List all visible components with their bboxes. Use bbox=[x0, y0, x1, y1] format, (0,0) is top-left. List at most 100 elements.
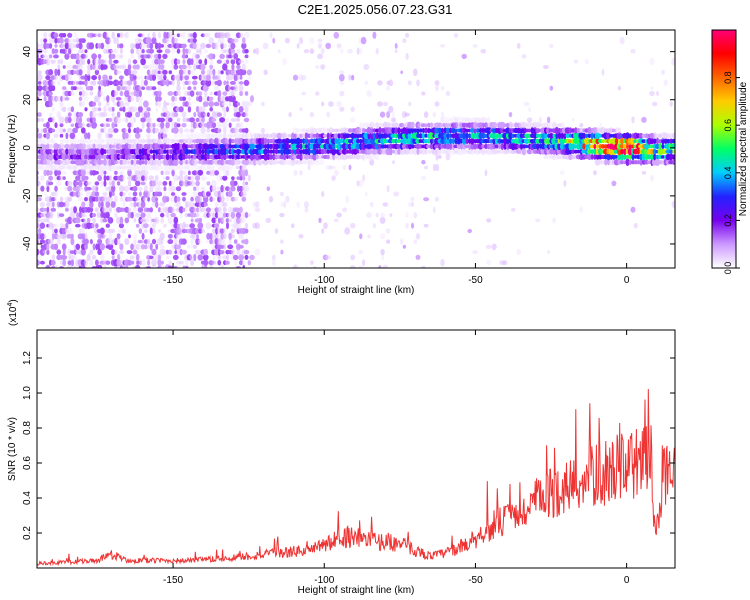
spectrogram-cell bbox=[211, 217, 217, 224]
spectrogram-cell bbox=[428, 132, 435, 140]
spectrogram-cell bbox=[499, 121, 506, 129]
spectrogram-cell bbox=[228, 91, 232, 96]
spectrogram-cell bbox=[405, 143, 409, 149]
spectrogram-cell bbox=[347, 48, 353, 54]
spectrogram-cell bbox=[135, 197, 141, 202]
spectrogram-cell bbox=[212, 254, 216, 261]
spectrogram-cell bbox=[492, 137, 497, 145]
spectrogram-cell bbox=[299, 170, 303, 176]
spectrogram-cell bbox=[135, 127, 140, 134]
spectrogram-cell bbox=[37, 248, 40, 256]
spectrogram-cell bbox=[37, 85, 43, 92]
spectrogram-cell bbox=[668, 160, 674, 165]
spectrogram-cell bbox=[81, 81, 86, 85]
spectrogram-cell bbox=[187, 48, 192, 54]
spectrogram-cell bbox=[206, 181, 211, 186]
spectrogram-cell bbox=[523, 101, 530, 107]
spectrogram-cell bbox=[75, 217, 81, 224]
spectrogram-cell bbox=[438, 142, 442, 150]
spectrogram-cell bbox=[615, 127, 619, 134]
spectrogram-cell bbox=[484, 117, 488, 122]
spectrogram-cell bbox=[78, 86, 83, 91]
spectrogram-cell bbox=[91, 254, 97, 260]
spectrogram-cell bbox=[152, 222, 156, 229]
spectrogram-cell bbox=[420, 175, 426, 181]
spectrogram-cell bbox=[392, 160, 395, 165]
spectrogram-cell bbox=[184, 179, 189, 187]
spectrogram-cell bbox=[64, 42, 70, 50]
spectrogram-cell bbox=[162, 127, 168, 134]
spectrogram-cell bbox=[174, 195, 178, 203]
spectrogram-cell bbox=[95, 186, 99, 191]
spectrogram-cell bbox=[157, 53, 162, 60]
spectrogram-y-tick-label: 20 bbox=[22, 94, 33, 106]
spectrogram-cell bbox=[53, 54, 59, 59]
spectrogram-cell bbox=[163, 100, 167, 108]
spectrogram-cell bbox=[669, 133, 674, 139]
spectrogram-cell bbox=[242, 264, 246, 268]
spectrogram-cell bbox=[247, 213, 251, 218]
spectrogram-cell bbox=[268, 196, 274, 203]
spectrogram-cell bbox=[546, 116, 551, 124]
spectrogram-cell bbox=[173, 122, 178, 129]
spectrogram-cell bbox=[103, 149, 107, 155]
spectrogram-cell bbox=[205, 79, 212, 87]
spectrogram-cell bbox=[105, 223, 111, 228]
spectrogram-cell bbox=[62, 106, 67, 113]
spectrogram-cell bbox=[568, 148, 573, 155]
spectrogram-cell bbox=[173, 158, 179, 166]
spectrogram-cell bbox=[127, 58, 132, 66]
spectrogram-cell bbox=[91, 75, 97, 81]
spectrogram-cell bbox=[485, 126, 492, 135]
spectrogram-cell bbox=[105, 211, 110, 219]
spectrogram-cell bbox=[206, 121, 211, 129]
spectrogram-cell bbox=[69, 132, 76, 140]
spectrogram-cell bbox=[200, 186, 206, 191]
spectrogram-cell bbox=[122, 118, 127, 122]
spectrogram-cell bbox=[54, 37, 58, 44]
spectrogram-cell bbox=[108, 58, 113, 65]
spectrogram-cell bbox=[133, 79, 137, 87]
spectrogram-cell bbox=[462, 132, 467, 140]
spectrogram-frame bbox=[36, 29, 676, 269]
spectrogram-cell bbox=[135, 47, 140, 55]
spectrogram-cell bbox=[631, 116, 635, 124]
spectrogram-cell bbox=[325, 255, 332, 260]
spectrogram-cell bbox=[424, 165, 429, 170]
spectrogram-cell bbox=[171, 121, 176, 129]
spectrogram-cell bbox=[432, 163, 436, 172]
spectrogram-cell bbox=[152, 123, 156, 128]
spectrogram-cell bbox=[440, 258, 445, 267]
spectrogram-cell bbox=[94, 207, 99, 213]
spectrogram-cell bbox=[241, 227, 247, 235]
spectrogram-cell bbox=[320, 132, 325, 139]
spectrogram-cell bbox=[230, 248, 235, 256]
spectrogram-cell bbox=[181, 54, 187, 59]
spectrogram-cell bbox=[209, 91, 213, 96]
spectrogram-cell bbox=[176, 142, 181, 150]
spectrogram-cell bbox=[109, 37, 112, 44]
spectrogram-cell bbox=[331, 147, 337, 156]
spectrogram-cell bbox=[73, 179, 77, 188]
spectrogram-cell bbox=[544, 133, 548, 139]
spectrogram-cell bbox=[216, 112, 222, 117]
spectrogram-cell bbox=[284, 148, 291, 155]
spectrogram-cell bbox=[70, 91, 75, 96]
spectrogram-cell bbox=[441, 111, 444, 118]
spectrogram-cell bbox=[468, 133, 472, 139]
spectrogram-cell bbox=[141, 111, 145, 118]
spectrogram-cell bbox=[212, 212, 216, 218]
spectrogram-cell bbox=[628, 133, 632, 139]
spectrogram-cell bbox=[70, 138, 74, 144]
spectrogram-cell bbox=[149, 185, 154, 193]
spectrogram-cell bbox=[605, 132, 612, 139]
spectrogram-cell bbox=[219, 228, 225, 234]
spectrogram-cell bbox=[628, 159, 632, 165]
spectrogram-cell bbox=[105, 201, 111, 208]
spectrogram-cell bbox=[156, 49, 163, 54]
spectrogram-cell bbox=[238, 233, 244, 239]
spectrogram-cell bbox=[546, 148, 551, 155]
spectrogram-cell bbox=[92, 79, 97, 86]
spectrogram-cell bbox=[595, 148, 600, 156]
spectrogram-cell bbox=[94, 95, 100, 103]
